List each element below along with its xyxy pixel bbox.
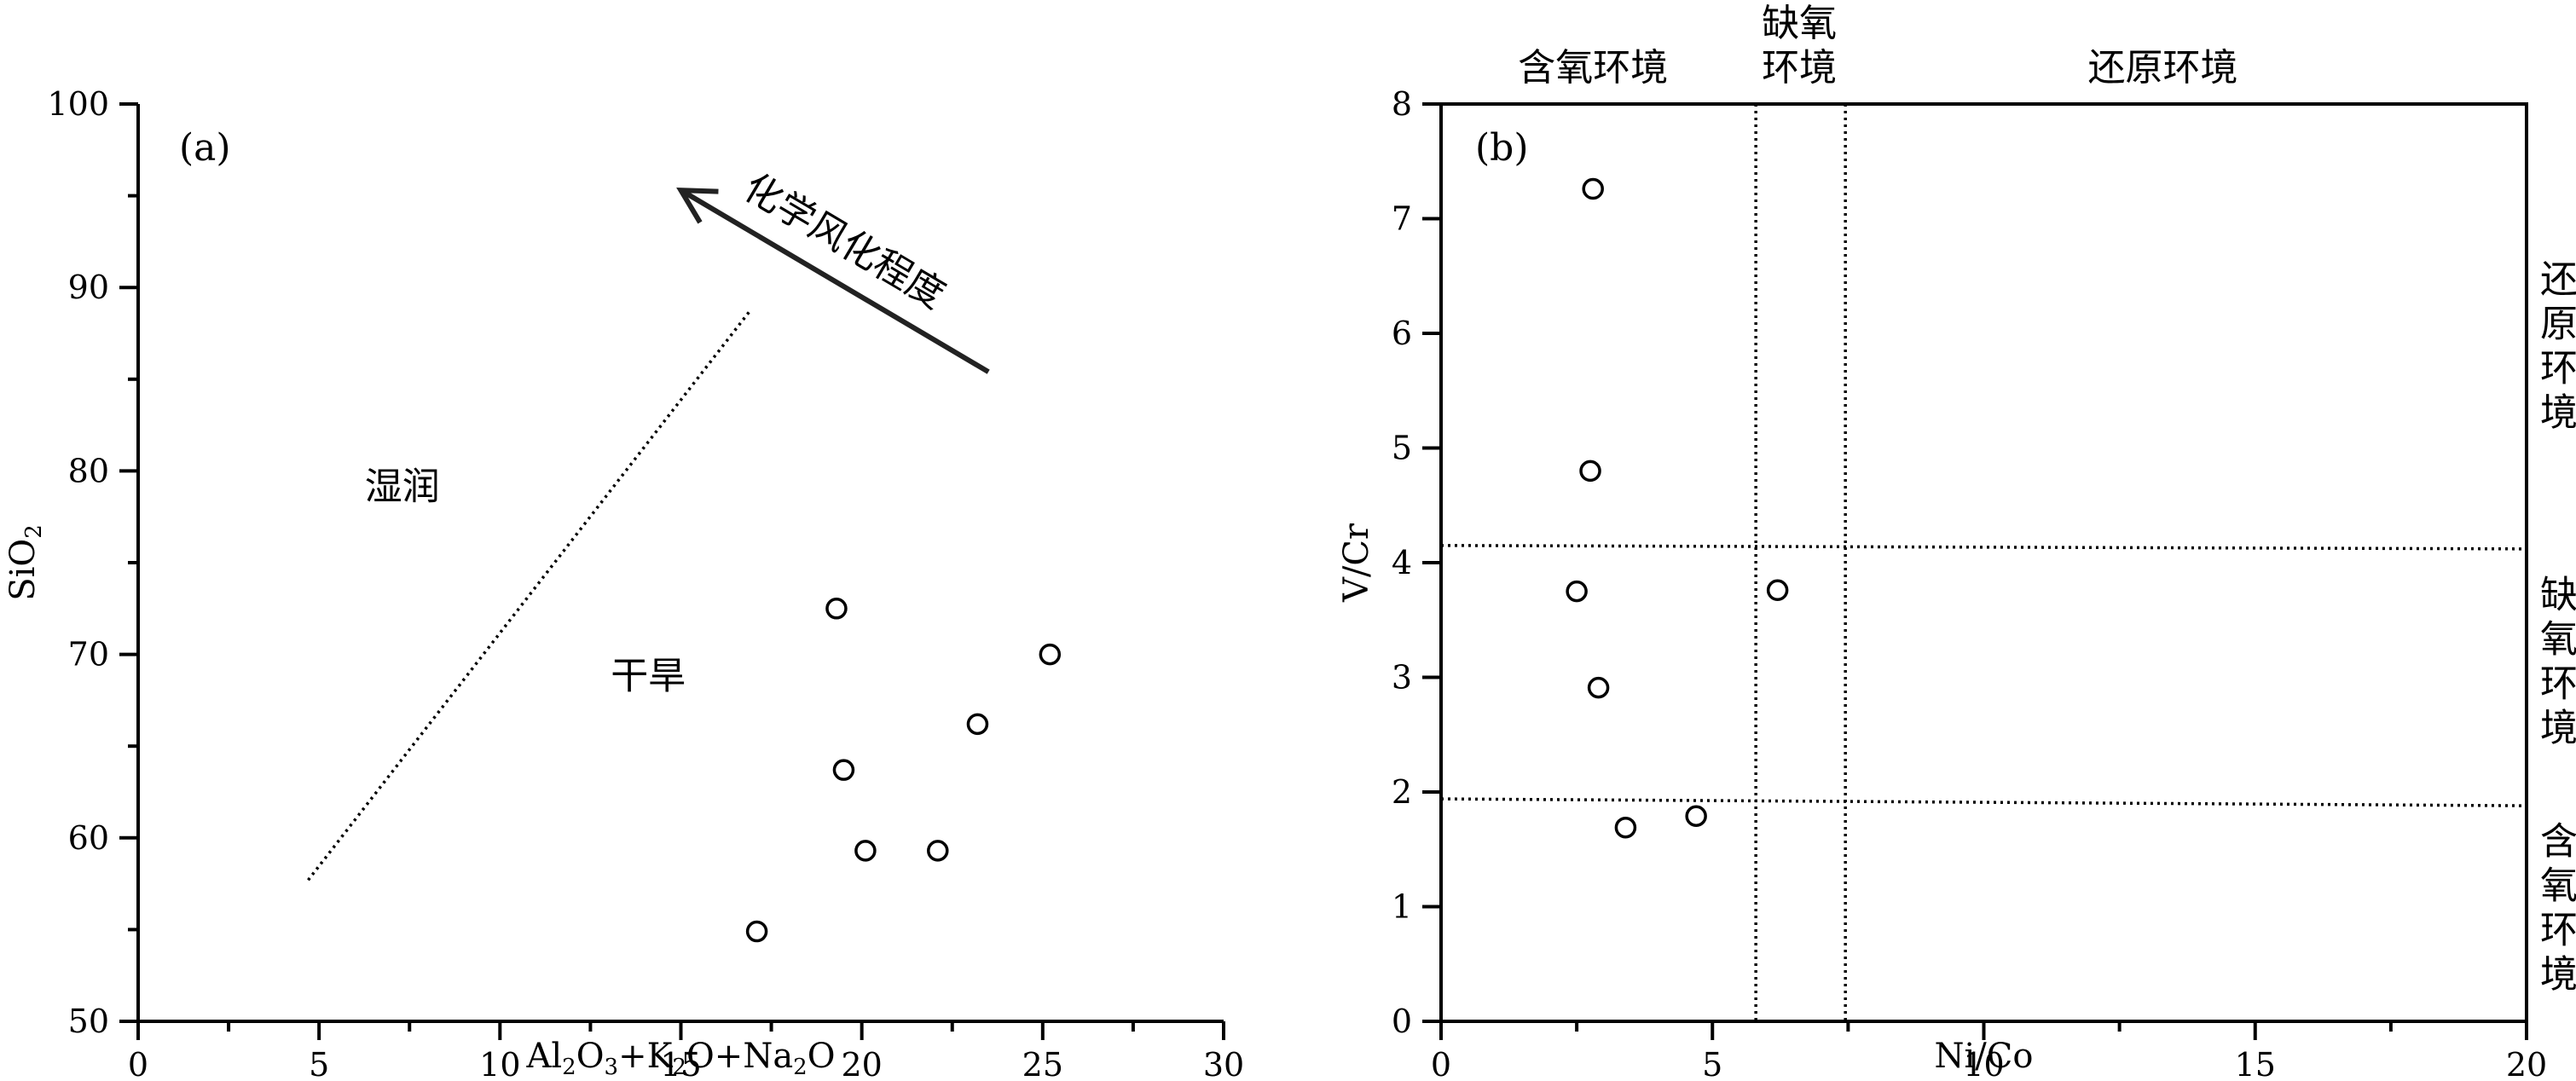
- right-region-label: 氧: [2540, 864, 2576, 908]
- panel-label: (b): [1475, 126, 1529, 170]
- y-tick-label: 0: [1392, 1003, 1412, 1040]
- right-region-label: 境: [2540, 953, 2576, 997]
- region-label: 湿润: [365, 465, 440, 509]
- top-region-label: 还原环境: [2088, 46, 2238, 90]
- right-region-label: 境: [2540, 706, 2576, 749]
- y-tick-label: 6: [1392, 315, 1412, 352]
- weathering-arrow-shaft: [679, 188, 990, 374]
- data-point: [1685, 805, 1707, 827]
- x-tick-label: 25: [1022, 1046, 1063, 1081]
- x-tick-label: 20: [2506, 1046, 2547, 1081]
- data-point: [1566, 580, 1588, 603]
- y-tick-label: 100: [47, 85, 109, 123]
- right-region-label: 含: [2540, 820, 2576, 864]
- right-region-label: 原: [2540, 302, 2576, 345]
- right-region-label: 环: [2540, 909, 2576, 952]
- x-tick-label: 0: [128, 1046, 148, 1081]
- humid-arid-boundary-line: [307, 310, 751, 882]
- y-tick-label: 60: [68, 819, 109, 857]
- weathering-arrow-head: [676, 187, 719, 224]
- y-tick-label: 4: [1392, 544, 1412, 581]
- right-region-label: 还: [2540, 257, 2576, 301]
- right-region-label: 氧: [2540, 617, 2576, 661]
- plot-frame: [1439, 102, 2528, 1023]
- data-point: [1614, 816, 1637, 839]
- top-region-label: 环境: [1762, 46, 1837, 90]
- y-tick-label: 1: [1392, 888, 1412, 926]
- data-point: [1766, 579, 1789, 602]
- right-region-label: 环: [2540, 662, 2576, 705]
- v-cr-threshold-line: [1440, 797, 2527, 807]
- y-axis-title: V/Cr: [1337, 523, 1376, 603]
- x-tick-label: 5: [309, 1046, 329, 1081]
- top-region-label: 缺氧: [1762, 2, 1837, 45]
- top-region-label: 含氧环境: [1518, 46, 1668, 90]
- x-tick-label: 15: [660, 1046, 701, 1081]
- y-axis-title: SiO2: [3, 524, 47, 601]
- data-point: [854, 840, 877, 862]
- data-point: [745, 920, 768, 943]
- x-axis-title: Al2O3+K2O+Na2O: [525, 1037, 835, 1080]
- data-point: [1582, 177, 1604, 200]
- y-tick-label: 90: [68, 269, 109, 306]
- data-point: [927, 840, 949, 862]
- region-label: 干旱: [611, 654, 686, 697]
- panel-label: (a): [179, 126, 231, 170]
- x-tick-label: 10: [1963, 1046, 2004, 1081]
- data-point: [966, 713, 989, 736]
- y-tick-label: 8: [1392, 85, 1412, 123]
- y-tick-label: 3: [1392, 659, 1412, 697]
- panel-a: 0 5 10 15 20 25 30 50 60 70 80 90 100 Al2O3+K2O+Na2O S…: [3, 85, 1244, 1081]
- x-axis-title: Ni/Co: [1935, 1037, 2034, 1076]
- y-tick-label: 70: [68, 636, 109, 673]
- x-tick-label: 15: [2235, 1046, 2276, 1081]
- right-region-label: 境: [2540, 390, 2576, 434]
- x-tick-label: 0: [1431, 1046, 1451, 1081]
- data-point: [832, 759, 855, 781]
- y-tick-label: 5: [1392, 430, 1412, 467]
- data-point: [825, 598, 848, 620]
- data-point: [1579, 460, 1601, 483]
- right-region-label: 缺: [2540, 573, 2576, 616]
- v-cr-threshold-line: [1440, 544, 2527, 551]
- y-tick-label: 7: [1392, 200, 1412, 238]
- data-point: [1039, 643, 1062, 666]
- y-tick-label: 50: [68, 1003, 109, 1040]
- y-tick-label: 80: [68, 452, 109, 489]
- x-tick-label: 10: [479, 1046, 520, 1081]
- data-point: [1587, 676, 1610, 699]
- right-region-label: 环: [2540, 346, 2576, 390]
- y-tick-label: 2: [1392, 773, 1412, 811]
- x-tick-label: 30: [1203, 1046, 1244, 1081]
- x-tick-label: 5: [1702, 1046, 1722, 1081]
- x-tick-label: 20: [841, 1046, 882, 1081]
